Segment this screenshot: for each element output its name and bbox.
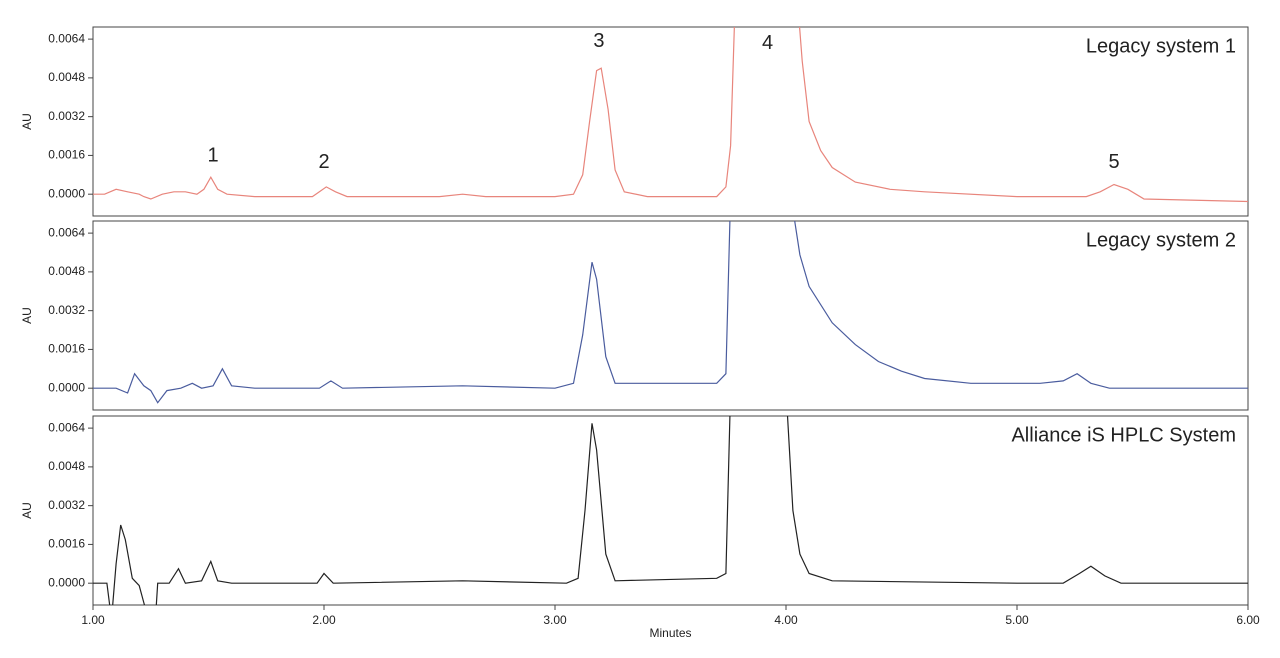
y-tick-label: 0.0032 xyxy=(48,498,85,512)
y-tick-label: 0.0000 xyxy=(48,186,85,200)
peak-label: 2 xyxy=(318,151,329,173)
panel: 0.0000 0.0016 0.0032 0.0048 0.0064 AU Legacy s… xyxy=(20,220,1249,411)
plot-frame xyxy=(92,26,1249,217)
x-tick-label: 4.00 xyxy=(774,613,798,627)
x-tick-label: 2.00 xyxy=(312,613,336,627)
y-tick-label: 0.0016 xyxy=(48,537,85,551)
peak-label: 1 xyxy=(208,145,219,167)
y-tick-label: 0.0048 xyxy=(48,459,85,473)
peak-label: 4 xyxy=(762,32,773,54)
trace xyxy=(93,221,1248,404)
plot-frame xyxy=(92,220,1249,411)
y-tick-label: 0.0064 xyxy=(48,31,85,45)
y-axis-label: AU xyxy=(20,113,34,130)
x-tick-label: 3.00 xyxy=(543,613,567,627)
y-tick-label: 0.0048 xyxy=(48,70,85,84)
trace xyxy=(93,27,1248,203)
x-tick-label: 1.00 xyxy=(81,613,105,627)
x-tick-label: 6.00 xyxy=(1236,613,1260,627)
plot-frame xyxy=(92,415,1249,606)
panel: 0.0000 0.0016 0.0032 0.0048 0.0064 AU Alliance… xyxy=(20,415,1260,640)
x-tick-label: 5.00 xyxy=(1005,613,1029,627)
y-axis-label: AU xyxy=(20,502,34,519)
y-tick-label: 0.0016 xyxy=(48,148,85,162)
panel-label: Legacy system 2 xyxy=(1086,229,1236,251)
panel-label: Alliance iS HPLC System xyxy=(1011,424,1236,446)
y-tick-label: 0.0064 xyxy=(48,225,85,239)
x-axis-label: Minutes xyxy=(649,626,691,640)
y-tick-label: 0.0016 xyxy=(48,342,85,356)
y-tick-label: 0.0032 xyxy=(48,109,85,123)
trace xyxy=(93,416,1248,605)
y-tick-label: 0.0000 xyxy=(48,575,85,589)
y-tick-label: 0.0064 xyxy=(48,420,85,434)
y-tick-label: 0.0000 xyxy=(48,380,85,394)
peak-label: 3 xyxy=(593,30,604,52)
peak-label: 5 xyxy=(1108,151,1119,173)
y-tick-label: 0.0048 xyxy=(48,264,85,278)
y-tick-label: 0.0032 xyxy=(48,303,85,317)
panel-label: Legacy system 1 xyxy=(1086,35,1236,57)
panel: 0.0000 0.0016 0.0032 0.0048 0.0064 AU Legacy s… xyxy=(20,26,1249,217)
y-axis-label: AU xyxy=(20,307,34,324)
